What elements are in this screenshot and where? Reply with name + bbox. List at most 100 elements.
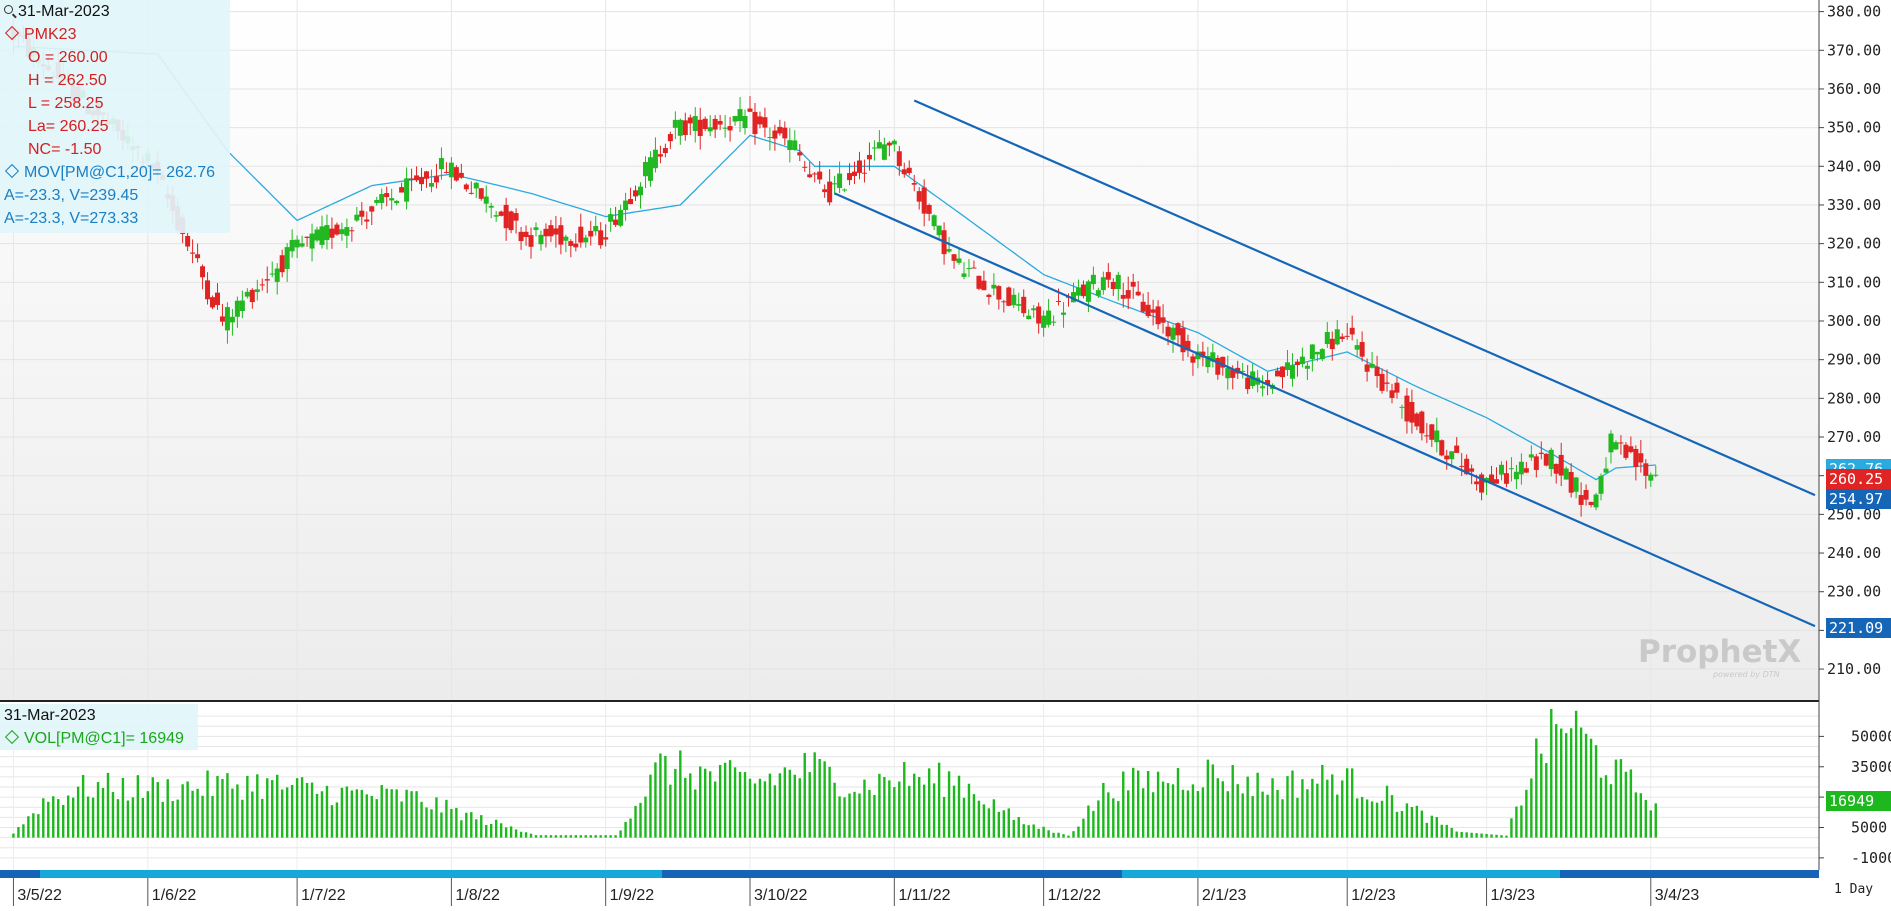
volume-bar[interactable] bbox=[490, 823, 493, 838]
candle[interactable] bbox=[448, 157, 454, 189]
volume-bar[interactable] bbox=[1500, 835, 1503, 838]
candle[interactable] bbox=[259, 278, 265, 291]
volume-bar[interactable] bbox=[76, 786, 80, 838]
volume-bar[interactable] bbox=[1634, 792, 1638, 838]
candle[interactable] bbox=[1643, 459, 1649, 489]
volume-bar[interactable] bbox=[340, 787, 344, 838]
volume-bar[interactable] bbox=[1321, 764, 1324, 838]
candle[interactable] bbox=[309, 223, 315, 262]
volume-bar[interactable] bbox=[1460, 831, 1463, 838]
volume-bar[interactable] bbox=[504, 827, 508, 838]
volume-bar[interactable] bbox=[1286, 776, 1289, 838]
volume-bar[interactable] bbox=[723, 762, 727, 838]
candle[interactable] bbox=[1359, 331, 1365, 362]
candle[interactable] bbox=[294, 235, 300, 259]
candle[interactable] bbox=[568, 239, 574, 258]
volume-bar[interactable] bbox=[858, 793, 861, 838]
volume-bar[interactable] bbox=[1151, 792, 1155, 838]
candle[interactable] bbox=[1568, 463, 1574, 498]
trend-channel-line-b[interactable] bbox=[834, 192, 1816, 628]
volume-bar[interactable] bbox=[514, 829, 518, 838]
candle[interactable] bbox=[1051, 315, 1057, 327]
candle[interactable] bbox=[493, 210, 499, 222]
volume-bar[interactable] bbox=[221, 778, 224, 838]
volume-bar[interactable] bbox=[1291, 770, 1294, 838]
volume-bar[interactable] bbox=[266, 778, 269, 838]
candle[interactable] bbox=[787, 127, 793, 163]
volume-bar[interactable] bbox=[708, 771, 712, 838]
volume-bar[interactable] bbox=[1455, 831, 1458, 838]
candle[interactable] bbox=[926, 203, 932, 221]
volume-bar[interactable] bbox=[161, 801, 164, 838]
candle[interactable] bbox=[1503, 460, 1509, 488]
volume-bar[interactable] bbox=[405, 789, 408, 838]
volume-bar[interactable] bbox=[659, 753, 662, 838]
volume-bar[interactable] bbox=[1331, 774, 1334, 838]
volume-bar[interactable] bbox=[639, 802, 642, 838]
candle[interactable] bbox=[1170, 324, 1176, 353]
volume-bar[interactable] bbox=[465, 812, 468, 838]
volume-bar[interactable] bbox=[415, 791, 418, 838]
candle[interactable] bbox=[717, 115, 723, 131]
volume-bar[interactable] bbox=[470, 812, 473, 838]
volume-bar[interactable] bbox=[1624, 771, 1628, 838]
volume-bar[interactable] bbox=[1569, 728, 1573, 838]
candle[interactable] bbox=[1284, 349, 1290, 376]
volume-bar[interactable] bbox=[325, 785, 329, 838]
candle[interactable] bbox=[299, 235, 305, 248]
candle[interactable] bbox=[593, 215, 599, 236]
volume-bar[interactable] bbox=[952, 785, 956, 838]
candle[interactable] bbox=[822, 184, 828, 198]
candle[interactable] bbox=[1240, 362, 1246, 379]
volume-bar[interactable] bbox=[460, 820, 463, 838]
candle[interactable] bbox=[1444, 449, 1450, 470]
candle[interactable] bbox=[916, 187, 922, 210]
volume-bar[interactable] bbox=[151, 777, 154, 838]
volume-bar[interactable] bbox=[1450, 827, 1453, 838]
candle[interactable] bbox=[314, 226, 320, 243]
volume-bar[interactable] bbox=[420, 801, 423, 838]
volume-bar[interactable] bbox=[1141, 788, 1145, 838]
volume-bar[interactable] bbox=[913, 773, 916, 838]
candle[interactable] bbox=[1523, 462, 1529, 474]
volume-bar[interactable] bbox=[1425, 822, 1429, 838]
volume-bar[interactable] bbox=[1007, 808, 1010, 838]
candle[interactable] bbox=[1095, 287, 1101, 299]
candle[interactable] bbox=[697, 107, 703, 150]
diamond-icon[interactable] bbox=[4, 163, 20, 179]
candle[interactable] bbox=[633, 185, 639, 201]
candle[interactable] bbox=[692, 107, 698, 143]
volume-bar[interactable] bbox=[743, 772, 747, 838]
volume-bar[interactable] bbox=[390, 789, 393, 838]
volume-bar[interactable] bbox=[982, 804, 986, 838]
candle[interactable] bbox=[1389, 383, 1395, 404]
candle[interactable] bbox=[354, 206, 360, 223]
volume-bar[interactable] bbox=[549, 835, 553, 838]
volume-bar[interactable] bbox=[1186, 790, 1190, 838]
candle[interactable] bbox=[1115, 271, 1121, 301]
volume-bar[interactable] bbox=[718, 764, 722, 838]
volume-bar[interactable] bbox=[753, 783, 757, 838]
volume-bar[interactable] bbox=[1639, 793, 1643, 838]
volume-bar[interactable] bbox=[1231, 765, 1234, 838]
volume-bar[interactable] bbox=[71, 797, 75, 838]
candle[interactable] bbox=[1110, 278, 1116, 296]
candle[interactable] bbox=[767, 127, 773, 151]
candle[interactable] bbox=[1623, 442, 1629, 461]
volume-bar[interactable] bbox=[609, 835, 612, 838]
candle[interactable] bbox=[896, 145, 902, 176]
volume-bar[interactable] bbox=[96, 782, 100, 838]
volume-bar[interactable] bbox=[62, 804, 65, 838]
volume-bar[interactable] bbox=[947, 771, 951, 838]
candle[interactable] bbox=[807, 161, 813, 178]
candle[interactable] bbox=[1414, 412, 1420, 431]
volume-bar[interactable] bbox=[47, 801, 50, 838]
volume-bar[interactable] bbox=[1201, 787, 1205, 838]
volume-bar[interactable] bbox=[32, 813, 35, 838]
candle[interactable] bbox=[1185, 334, 1191, 358]
candle[interactable] bbox=[533, 222, 539, 237]
volume-bar[interactable] bbox=[918, 776, 921, 838]
candle[interactable] bbox=[389, 188, 395, 211]
volume-bar[interactable] bbox=[191, 790, 194, 838]
volume-bar[interactable] bbox=[1136, 770, 1140, 838]
